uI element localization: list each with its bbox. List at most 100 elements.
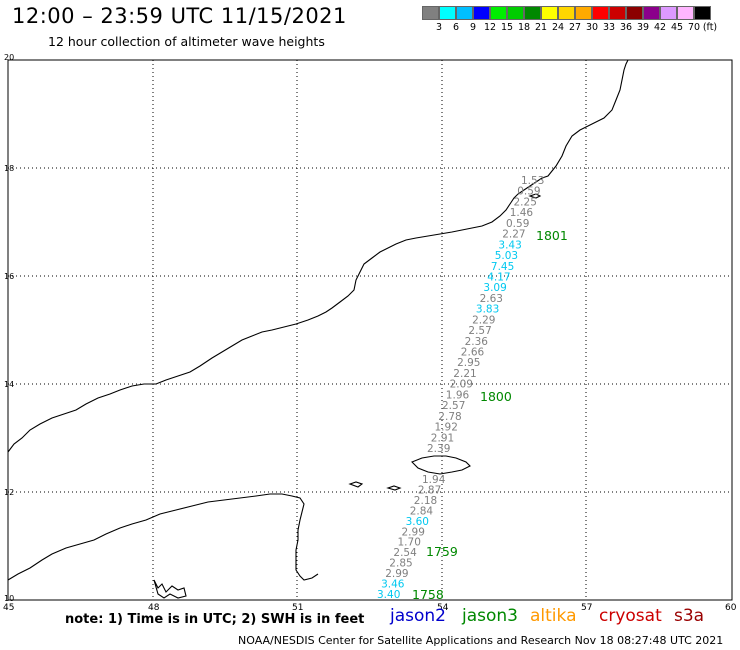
chart-subtitle: 12 hour collection of altimeter wave hei…	[48, 34, 325, 49]
scale-swatch	[422, 6, 439, 20]
scale-swatch	[575, 6, 592, 20]
map-frame	[7, 59, 733, 601]
wave-height-value: 0.59	[517, 186, 540, 198]
wave-height-value: 2.63	[480, 293, 503, 305]
wave-height-value: 7.45	[491, 261, 514, 273]
wave-height-value: 2.87	[418, 485, 441, 497]
wave-height-value: 1.70	[398, 537, 421, 549]
scale-label: 6	[452, 22, 460, 33]
wave-height-value: 3.46	[381, 579, 405, 591]
lat-label: 14	[4, 380, 14, 389]
wave-height-value: 2.66	[461, 347, 485, 359]
wave-height-value: 1.53	[521, 175, 544, 187]
wave-height-value: 2.91	[431, 432, 454, 444]
scale-swatch	[524, 6, 541, 20]
scale-label: 12	[483, 22, 497, 33]
scale-label: 3	[435, 22, 443, 33]
scale-swatch	[473, 6, 490, 20]
lon-label: 51	[292, 603, 303, 613]
satellite-jason2: jason2	[390, 606, 446, 626]
pass-time-label: 1759	[426, 544, 458, 559]
wave-height-value: 2.27	[502, 229, 525, 241]
wave-height-value: 1.92	[435, 422, 458, 434]
wave-height-value: 2.57	[442, 400, 465, 412]
scale-label: 45	[670, 22, 684, 33]
scale-swatch	[626, 6, 643, 20]
small-island	[386, 485, 402, 491]
wave-height-value: 1.94	[422, 474, 446, 486]
scale-label: 15	[500, 22, 514, 33]
chart-title: 12:00 – 23:59 UTC 11/15/2021	[12, 4, 347, 28]
wave-height-value: 2.85	[389, 558, 412, 570]
scale-label: 9	[469, 22, 477, 33]
scale-swatch	[541, 6, 558, 20]
wave-height-value: 2.54	[393, 547, 417, 559]
wave-height-value: 2.84	[410, 505, 434, 517]
wave-height-value: 0.59	[506, 218, 529, 230]
tadjoura-inlet	[153, 579, 187, 599]
scale-label: 24	[551, 22, 565, 33]
wave-height-value: 2.99	[385, 568, 408, 580]
scale-swatch	[609, 6, 626, 20]
lat-label: 12	[4, 488, 14, 497]
wave-height-value: 1.46	[510, 207, 534, 219]
lon-label: 48	[148, 603, 160, 613]
satellite-jason3: jason3	[462, 606, 518, 626]
scale-swatch	[507, 6, 524, 20]
small-island	[348, 481, 364, 488]
pass-time-label: 1800	[480, 389, 512, 404]
pass-time-label: 1758	[412, 587, 444, 602]
scale-swatch	[660, 6, 677, 20]
lat-label: 16	[4, 272, 14, 281]
longitude-labels: 45 48 51 54 57 60	[3, 603, 737, 613]
small-island	[528, 193, 542, 199]
footer-credit: NOAA/NESDIS Center for Satellite Applica…	[238, 634, 724, 647]
units-note: note: 1) Time is in UTC; 2) SWH is in fe…	[65, 612, 365, 627]
scale-swatch	[592, 6, 609, 20]
wave-height-value: 2.99	[402, 526, 425, 538]
scale-label: 39	[636, 22, 650, 33]
arabian-coastline	[7, 59, 629, 453]
graticule	[8, 60, 732, 600]
scale-label: 36	[619, 22, 633, 33]
lon-label: 45	[3, 603, 14, 613]
wave-height-value: 3.40	[377, 589, 400, 601]
lon-label: 60	[725, 603, 737, 613]
scale-swatch	[643, 6, 660, 20]
latitude-labels: 20 18 16 14 12 10	[4, 53, 14, 603]
lat-label: 20	[4, 53, 14, 62]
satellite-altika: altika	[530, 606, 577, 626]
wave-height-value: 2.39	[427, 443, 450, 455]
scale-label: 21	[534, 22, 548, 33]
wave-height-value: 2.57	[468, 325, 491, 337]
wave-height-value: 3.43	[498, 239, 521, 251]
scale-unit-label: (ft)	[702, 22, 718, 33]
lat-label: 18	[4, 164, 14, 173]
scale-label: 42	[653, 22, 667, 33]
wave-height-value: 2.25	[514, 196, 537, 208]
satellite-cryosat: cryosat	[599, 606, 662, 626]
wave-height-value: 2.21	[453, 368, 476, 380]
scale-swatch	[694, 6, 711, 20]
pass-time-label: 1801	[536, 228, 568, 243]
scale-label: 18	[517, 22, 531, 33]
scale-label: 30	[585, 22, 599, 33]
wave-height-value: 2.09	[450, 379, 473, 391]
wave-height-value: 2.18	[414, 495, 437, 507]
scale-label: 27	[568, 22, 582, 33]
lon-label: 57	[581, 603, 592, 613]
wave-height-value: 2.36	[465, 336, 489, 348]
wave-height-value: 1.96	[446, 389, 470, 401]
pass-time-labels: 1801 1800 1759 1758	[412, 228, 568, 602]
wave-height-value: 2.78	[438, 411, 461, 423]
scale-label: 70	[687, 22, 701, 33]
wave-height-value: 5.03	[495, 250, 518, 262]
satellite-s3a: s3a	[674, 606, 705, 626]
wave-height-value: 3.09	[483, 282, 506, 294]
wave-height-value: 3.83	[476, 304, 499, 316]
socotra-island	[411, 455, 471, 475]
scale-label: 33	[602, 22, 616, 33]
wave-height-value: 2.95	[457, 357, 480, 369]
scale-swatch	[677, 6, 694, 20]
